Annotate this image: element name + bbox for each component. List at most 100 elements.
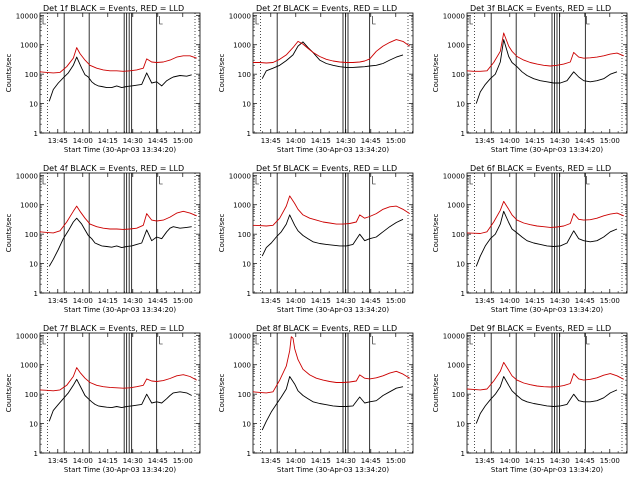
x-axis-label: Start Time (30-Apr-03 13:34:20) — [277, 466, 389, 474]
chart-title: Det 2f BLACK = Events, RED = LLD — [256, 4, 397, 13]
x-tick-label: 13:45 — [48, 137, 68, 145]
plot-frame — [466, 12, 628, 134]
y-tick-label: 100 — [25, 231, 38, 239]
events-series-line — [48, 378, 192, 422]
lld-series-line — [252, 195, 410, 227]
y-tick-label: 100 — [452, 71, 465, 79]
lld-series-line — [253, 39, 410, 64]
lld-series-line — [252, 336, 410, 394]
plot-frame — [39, 172, 201, 294]
x-tick-label: 13:45 — [475, 137, 495, 145]
y-tick-label: 10000 — [16, 172, 38, 180]
plot-frame — [252, 172, 414, 294]
y-tick-label: 1 — [461, 450, 465, 458]
y-tick-label: 1000 — [233, 42, 251, 50]
y-tick-label: 1000 — [20, 42, 38, 50]
x-tick-label: 14:15 — [525, 297, 545, 305]
chart-title: Det 4f BLACK = Events, RED = LLD — [43, 164, 184, 173]
chart-panel: Det 1f BLACK = Events, RED = LLD 1 10 100 10… — [5, 4, 201, 154]
chart-title: Det 5f BLACK = Events, RED = LLD — [256, 164, 397, 173]
events-series-line — [48, 217, 192, 267]
x-tick-label: 14:15 — [525, 137, 545, 145]
x-tick-label: 15:00 — [600, 137, 620, 145]
events-series-line — [475, 39, 618, 104]
y-tick-label: 10000 — [16, 332, 38, 340]
events-series-line — [48, 56, 192, 102]
bracket-glyph — [159, 16, 163, 25]
y-tick-label: 10000 — [229, 12, 251, 20]
chart-panel: Det 3f BLACK = Events, RED = LLD 1 10 100 10… — [432, 4, 628, 154]
x-axis-label: Start Time (30-Apr-03 13:34:20) — [277, 146, 389, 154]
y-tick-label: 1000 — [447, 42, 465, 50]
lld-series-line — [466, 200, 624, 234]
x-tick-label: 14:30 — [550, 137, 570, 145]
events-series-line — [261, 41, 404, 79]
x-tick-label: 14:00 — [286, 297, 306, 305]
y-tick-label: 10 — [242, 261, 251, 269]
y-axis-label: Counts/sec — [432, 374, 440, 413]
lld-series-line — [466, 361, 624, 391]
y-axis-label: Counts/sec — [432, 214, 440, 253]
x-tick-label: 14:00 — [73, 457, 93, 465]
x-tick-label: 14:30 — [123, 137, 143, 145]
bracket-glyph — [42, 336, 46, 345]
chart-panel: Det 7f BLACK = Events, RED = LLD 1 10 100 10… — [5, 324, 201, 474]
y-tick-label: 10 — [242, 421, 251, 429]
y-tick-label: 1000 — [233, 362, 251, 370]
events-series-line — [475, 376, 618, 424]
plot-frame — [466, 332, 628, 454]
y-tick-label: 10000 — [229, 172, 251, 180]
y-tick-label: 100 — [452, 231, 465, 239]
x-tick-label: 14:00 — [500, 297, 520, 305]
y-tick-label: 1 — [247, 450, 251, 458]
x-tick-label: 14:30 — [123, 297, 143, 305]
lld-series-line — [39, 205, 197, 234]
plot-frame — [252, 12, 414, 134]
y-axis-label: Counts/sec — [5, 54, 13, 93]
chart-panel: Det 4f BLACK = Events, RED = LLD 1 10 100 10… — [5, 164, 201, 314]
y-tick-label: 100 — [25, 391, 38, 399]
lld-series-line — [466, 32, 624, 72]
x-tick-label: 14:00 — [73, 137, 93, 145]
y-tick-label: 1 — [247, 130, 251, 138]
y-tick-label: 10000 — [16, 12, 38, 20]
y-tick-label: 10000 — [443, 12, 465, 20]
y-tick-label: 100 — [452, 391, 465, 399]
chart-title: Det 3f BLACK = Events, RED = LLD — [470, 4, 611, 13]
plot-frame — [39, 12, 201, 134]
y-tick-label: 10 — [456, 261, 465, 269]
y-axis-label: Counts/sec — [218, 374, 226, 413]
x-tick-label: 13:45 — [475, 457, 495, 465]
x-tick-label: 15:00 — [173, 297, 193, 305]
x-axis-label: Start Time (30-Apr-03 13:34:20) — [64, 146, 176, 154]
x-tick-label: 14:15 — [98, 297, 118, 305]
x-axis-label: Start Time (30-Apr-03 13:34:20) — [491, 306, 603, 314]
x-tick-label: 14:45 — [148, 297, 168, 305]
x-axis-label: Start Time (30-Apr-03 13:34:20) — [491, 146, 603, 154]
x-tick-label: 14:45 — [361, 457, 381, 465]
y-tick-label: 10 — [29, 261, 38, 269]
chart-panel: Det 2f BLACK = Events, RED = LLD 1 10 100 10… — [218, 4, 414, 154]
y-tick-label: 1 — [247, 290, 251, 298]
x-tick-label: 14:45 — [575, 297, 595, 305]
x-tick-label: 15:00 — [173, 457, 193, 465]
y-tick-label: 1000 — [447, 202, 465, 210]
x-tick-label: 14:15 — [311, 297, 331, 305]
x-tick-label: 14:30 — [550, 297, 570, 305]
events-series-line — [261, 376, 404, 431]
bracket-glyph — [586, 176, 590, 185]
bracket-glyph — [372, 176, 376, 185]
y-tick-label: 1 — [461, 130, 465, 138]
y-tick-label: 1 — [461, 290, 465, 298]
x-tick-label: 14:00 — [500, 137, 520, 145]
y-tick-label: 10000 — [443, 172, 465, 180]
chart-panel: Det 6f BLACK = Events, RED = LLD 1 10 100 10… — [432, 164, 628, 314]
x-tick-label: 14:45 — [575, 137, 595, 145]
bracket-glyph — [42, 16, 46, 25]
y-tick-label: 100 — [25, 71, 38, 79]
y-tick-label: 1000 — [20, 202, 38, 210]
bracket-glyph — [255, 336, 259, 345]
x-tick-label: 14:00 — [286, 457, 306, 465]
x-tick-label: 14:15 — [311, 137, 331, 145]
